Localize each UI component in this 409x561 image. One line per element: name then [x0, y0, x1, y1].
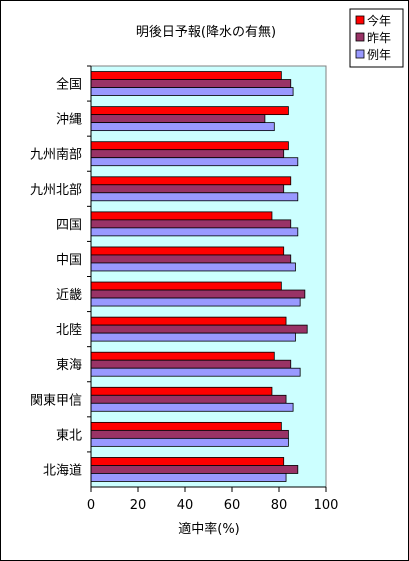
bar-中国-例年: [90, 262, 296, 272]
bar-北陸-昨年: [90, 324, 308, 334]
bar-東海-昨年: [90, 359, 292, 369]
legend-swatch-昨年: [355, 32, 365, 42]
bar-北陸-今年: [90, 316, 287, 326]
bar-沖縄-例年: [90, 122, 275, 132]
bar-東海-例年: [90, 367, 301, 377]
x-axis-title: 適中率(%): [178, 521, 240, 537]
y-tick-label: 東海: [56, 357, 82, 373]
bars-layer: [90, 71, 308, 482]
bar-近畿-今年: [90, 281, 282, 291]
bar-東北-昨年: [90, 429, 289, 439]
x-tick-label: 80: [271, 498, 288, 513]
y-tick-label: 東北: [56, 427, 82, 443]
bar-沖縄-昨年: [90, 114, 266, 124]
y-tick-label: 近畿: [56, 288, 82, 303]
x-tick-label: 60: [224, 498, 241, 513]
legend-label: 昨年: [367, 31, 391, 45]
y-tick-label: 全国: [56, 77, 82, 93]
bar-九州南部-昨年: [90, 149, 285, 159]
legend-label: 例年: [367, 48, 391, 62]
bar-中国-昨年: [90, 254, 292, 264]
bar-関東甲信-今年: [90, 386, 273, 396]
x-ticks-layer: 0 20 40 60 80 100: [87, 487, 339, 513]
bar-四国-昨年: [90, 219, 292, 229]
y-tick-label: 北海道: [43, 463, 82, 478]
bar-沖縄-今年: [90, 106, 289, 116]
y-tick-label: 四国: [56, 218, 82, 233]
bar-九州北部-昨年: [90, 184, 285, 194]
y-tick-label: 九州南部: [30, 147, 82, 163]
bar-関東甲信-昨年: [90, 394, 287, 404]
legend-label: 今年: [367, 13, 391, 28]
x-tick-label: 20: [130, 498, 147, 513]
bar-東北-例年: [90, 437, 289, 447]
bar-九州北部-今年: [90, 176, 292, 186]
bar-四国-例年: [90, 227, 299, 237]
bar-北海道-今年: [90, 457, 285, 466]
bar-全国-今年: [90, 71, 282, 80]
x-tick-label: 0: [87, 498, 95, 513]
bar-九州北部-例年: [90, 192, 299, 202]
plot-area: [90, 65, 327, 488]
y-tick-label: 中国: [56, 253, 82, 268]
y-tick-label: 沖縄: [56, 113, 82, 128]
legend-swatch-例年: [355, 49, 365, 59]
y-tick-label: 関東甲信: [30, 392, 82, 408]
bar-全国-例年: [90, 87, 294, 96]
bar-九州南部-今年: [90, 141, 289, 151]
bar-北陸-例年: [90, 332, 296, 342]
bar-中国-今年: [90, 246, 285, 256]
bar-九州南部-例年: [90, 157, 299, 167]
y-tick-label: 北陸: [56, 322, 82, 338]
chart-title: 明後日予報(降水の有無): [136, 25, 276, 40]
bar-東海-今年: [90, 351, 275, 361]
bar-四国-今年: [90, 211, 273, 221]
bar-全国-昨年: [90, 79, 292, 88]
bar-北海道-例年: [90, 473, 287, 482]
x-tick-label: 100: [314, 498, 339, 513]
bar-北海道-昨年: [90, 465, 299, 474]
y-tick-label: 九州北部: [30, 183, 82, 198]
bar-関東甲信-例年: [90, 402, 294, 412]
bar-東北-今年: [90, 421, 282, 431]
bar-近畿-昨年: [90, 289, 306, 299]
legend-swatch-今年: [355, 15, 365, 25]
bar-近畿-例年: [90, 297, 301, 307]
x-tick-label: 40: [177, 498, 194, 513]
